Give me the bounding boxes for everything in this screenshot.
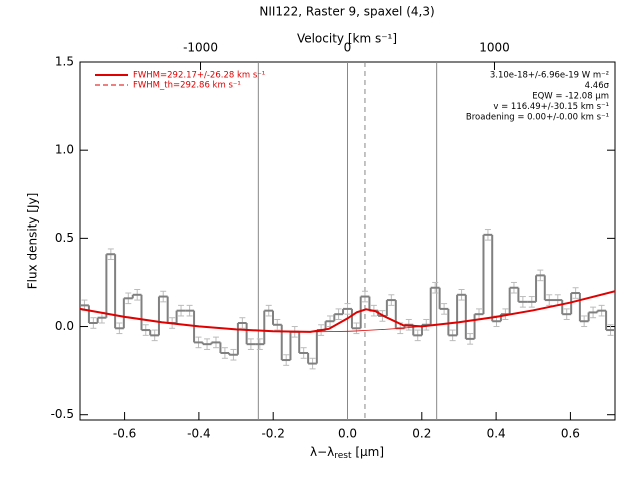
- x2-tick-label: 1000: [479, 41, 510, 55]
- chart-title: NII122, Raster 9, spaxel (4,3): [259, 5, 434, 19]
- x-label-sub: rest: [334, 451, 352, 461]
- x-tick-label: 0.6: [561, 427, 580, 441]
- x-axis-label: λ−λrest [μm]: [310, 445, 384, 461]
- annotation: v = 116.49+/-30.15 km s⁻¹: [493, 102, 609, 112]
- fit-curve: [80, 290, 615, 333]
- annotation: EQW = -12.08 μm: [532, 92, 609, 102]
- legend-label: FWHM_th=292.86 km s⁻¹: [133, 81, 241, 91]
- legend-label: FWHM=292.17+/-26.28 km s⁻¹: [133, 71, 265, 81]
- y-tick-label: 1.5: [55, 55, 74, 69]
- x-label-part: [μm]: [352, 445, 385, 459]
- x-label-part: λ−λ: [310, 445, 334, 459]
- y-tick-label: -0.5: [51, 407, 74, 421]
- plot-area: [80, 62, 615, 420]
- x-tick-label: 0.4: [487, 427, 506, 441]
- x-tick-label: 0.0: [338, 427, 357, 441]
- annotation: Broadening = 0.00+/-0.00 km s⁻¹: [466, 113, 609, 123]
- x-tick-label: -0.6: [113, 427, 136, 441]
- x2-tick-label: -1000: [183, 41, 218, 55]
- x-tick-label: -0.2: [261, 427, 284, 441]
- x2-axis-label: Velocity [km s⁻¹]: [297, 32, 397, 46]
- y-tick-label: 0.0: [55, 319, 74, 333]
- x2-tick-label: 0: [344, 41, 352, 55]
- annotation: 4.46σ: [585, 81, 610, 91]
- y-axis-label: Flux density [Jy]: [26, 193, 40, 290]
- x-tick-label: -0.4: [187, 427, 210, 441]
- annotation: 3.10e-18+/-6.96e-19 W m⁻²: [490, 71, 609, 81]
- y-tick-label: 0.5: [55, 231, 74, 245]
- y-tick-label: 1.0: [55, 143, 74, 157]
- x-tick-label: 0.2: [412, 427, 431, 441]
